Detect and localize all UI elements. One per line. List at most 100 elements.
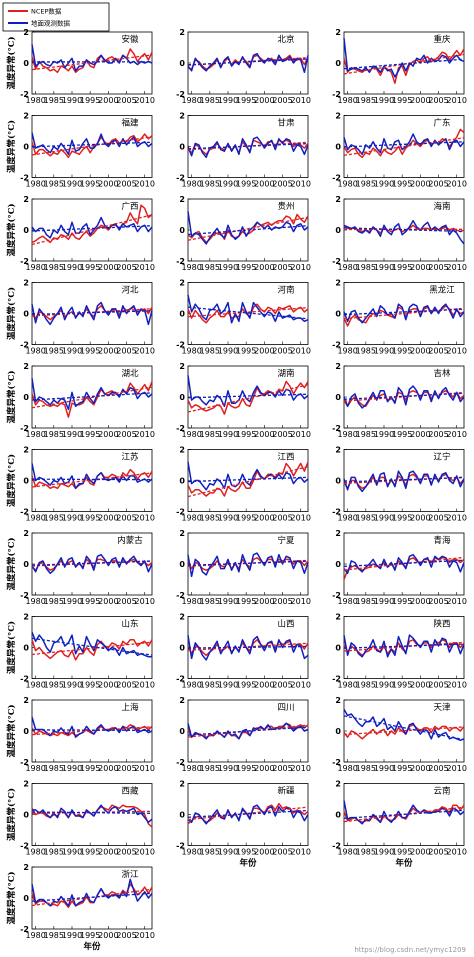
trend-obs-line xyxy=(187,306,309,320)
y-tick-label: 0 xyxy=(23,393,29,402)
series-obs-line xyxy=(31,553,153,575)
x-tick-label: 1980 xyxy=(337,764,357,773)
panel-title: 上海 xyxy=(121,702,139,713)
x-tick-label: 1980 xyxy=(181,180,201,189)
y-tick-label: 2 xyxy=(179,696,185,705)
x-tick-label: 2000 xyxy=(254,597,274,606)
y-tick-label: 0 xyxy=(179,143,185,152)
x-tick-label: 1985 xyxy=(200,347,220,356)
trend-ncep-line xyxy=(187,306,309,318)
y-tick-label: 0 xyxy=(23,310,29,319)
series-obs-line xyxy=(343,219,465,245)
x-tick-label: 2010 xyxy=(291,597,311,606)
x-tick-label: 2000 xyxy=(410,180,430,189)
trend-obs-line xyxy=(31,637,153,656)
y-tick-label: -2 xyxy=(332,508,341,517)
x-tick-label: 2000 xyxy=(254,848,274,857)
trend-obs-line xyxy=(187,726,309,736)
panel-title: 广东 xyxy=(433,118,450,129)
series-ncep-line xyxy=(31,133,153,159)
x-tick-label: 2000 xyxy=(98,263,118,272)
x-tick-label: 2000 xyxy=(254,96,274,105)
x-tick-label: 1980 xyxy=(25,931,45,940)
y-axis-label: 温度异常(°C) xyxy=(6,36,17,89)
series-obs-line xyxy=(187,461,309,491)
x-tick-label: 1985 xyxy=(356,263,376,272)
panel-title: 江苏 xyxy=(121,452,139,463)
x-tick-label: 2010 xyxy=(447,430,467,439)
x-tick-label: 1985 xyxy=(200,96,220,105)
x-tick-label: 1980 xyxy=(337,597,357,606)
trend-obs-line xyxy=(343,392,465,400)
series-obs-line xyxy=(31,301,153,326)
trend-obs-line xyxy=(187,645,309,649)
x-tick-label: 2010 xyxy=(135,931,155,940)
x-tick-label: 2010 xyxy=(291,681,311,690)
panel-title: 黑龙江 xyxy=(429,285,455,296)
x-tick-label: 1990 xyxy=(374,514,394,523)
x-tick-label: 1985 xyxy=(44,96,64,105)
x-tick-label: 1985 xyxy=(44,597,64,606)
x-tick-label: 2000 xyxy=(410,263,430,272)
x-tick-label: 2010 xyxy=(447,848,467,857)
x-tick-label: 2005 xyxy=(272,681,292,690)
x-tick-label: 1985 xyxy=(356,96,376,105)
y-tick-label: 2 xyxy=(335,780,341,789)
x-tick-label: 2010 xyxy=(135,180,155,189)
x-tick-label: 1980 xyxy=(181,96,201,105)
x-tick-label: 1985 xyxy=(356,681,376,690)
x-tick-label: 1990 xyxy=(218,681,238,690)
trend-obs-line xyxy=(31,141,153,148)
x-tick-label: 1990 xyxy=(218,96,238,105)
x-tick-label: 2000 xyxy=(98,597,118,606)
panel-title: 青海 xyxy=(433,535,451,546)
trend-obs-line xyxy=(187,809,309,818)
y-tick-label: -2 xyxy=(20,508,29,517)
x-tick-label: 1985 xyxy=(200,764,220,773)
series-ncep-line xyxy=(343,724,465,740)
y-tick-label: -2 xyxy=(176,424,185,433)
x-tick-label: 1985 xyxy=(356,347,376,356)
x-tick-label: 2000 xyxy=(254,764,274,773)
y-tick-label: -2 xyxy=(176,257,185,266)
y-tick-label: 0 xyxy=(179,59,185,68)
panel-frame xyxy=(343,31,465,95)
x-tick-label: 2005 xyxy=(428,347,448,356)
x-tick-label: 1985 xyxy=(44,764,64,773)
legend: NCEP数据 地面观测数据 xyxy=(2,2,110,32)
y-tick-label: 0 xyxy=(179,477,185,486)
x-tick-label: 2005 xyxy=(428,597,448,606)
trend-obs-line xyxy=(343,809,465,819)
x-tick-label: 2000 xyxy=(410,96,430,105)
x-tick-label: 2005 xyxy=(272,96,292,105)
panel-title: 甘肃 xyxy=(277,118,295,129)
y-tick-label: 0 xyxy=(335,143,341,152)
x-tick-label: 1995 xyxy=(392,96,412,105)
trend-obs-line xyxy=(187,58,309,66)
y-axis-label: 温度异常(°C) xyxy=(6,871,17,924)
x-tick-label: 1995 xyxy=(80,681,100,690)
y-tick-label: 2 xyxy=(335,28,341,37)
x-tick-label: 2000 xyxy=(98,180,118,189)
x-tick-label: 1990 xyxy=(374,681,394,690)
panel-title: 四川 xyxy=(277,703,294,713)
x-tick-label: 1990 xyxy=(218,347,238,356)
trend-obs-line xyxy=(31,392,153,401)
y-axis-label: 温度异常(°C) xyxy=(6,788,17,841)
y-tick-label: 2 xyxy=(23,28,29,37)
panel-title: 江西 xyxy=(277,453,294,463)
x-tick-label: 1990 xyxy=(374,764,394,773)
series-obs-line xyxy=(187,634,309,661)
x-tick-label: 1985 xyxy=(44,681,64,690)
y-tick-label: 0 xyxy=(179,560,185,569)
x-tick-label: 1995 xyxy=(236,347,256,356)
x-tick-label: 1985 xyxy=(200,263,220,272)
x-tick-label: 2005 xyxy=(272,263,292,272)
